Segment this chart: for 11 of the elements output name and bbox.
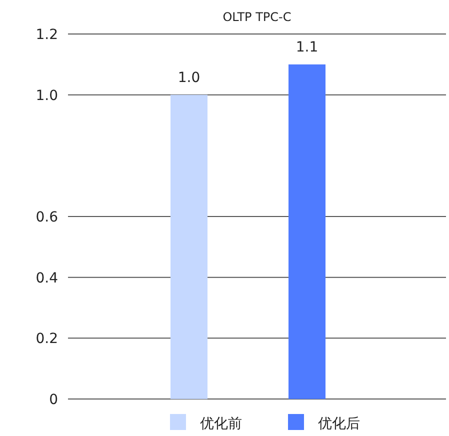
- y-tick-label: 0.2: [36, 331, 58, 348]
- y-tick-label: 0.6: [36, 210, 58, 226]
- y-tick-label: 0: [49, 392, 58, 408]
- legend-label: 优化后: [318, 416, 360, 432]
- y-tick-label: 0.4: [36, 270, 58, 286]
- y-tick-label: 1.0: [36, 88, 58, 104]
- chart-title: OLTP TPC-C: [222, 10, 292, 24]
- y-tick-label: 1.2: [36, 27, 58, 43]
- data-label: 1.0: [178, 70, 200, 86]
- legend-label: 优化前: [200, 416, 242, 432]
- data-label: 1.1: [296, 39, 318, 56]
